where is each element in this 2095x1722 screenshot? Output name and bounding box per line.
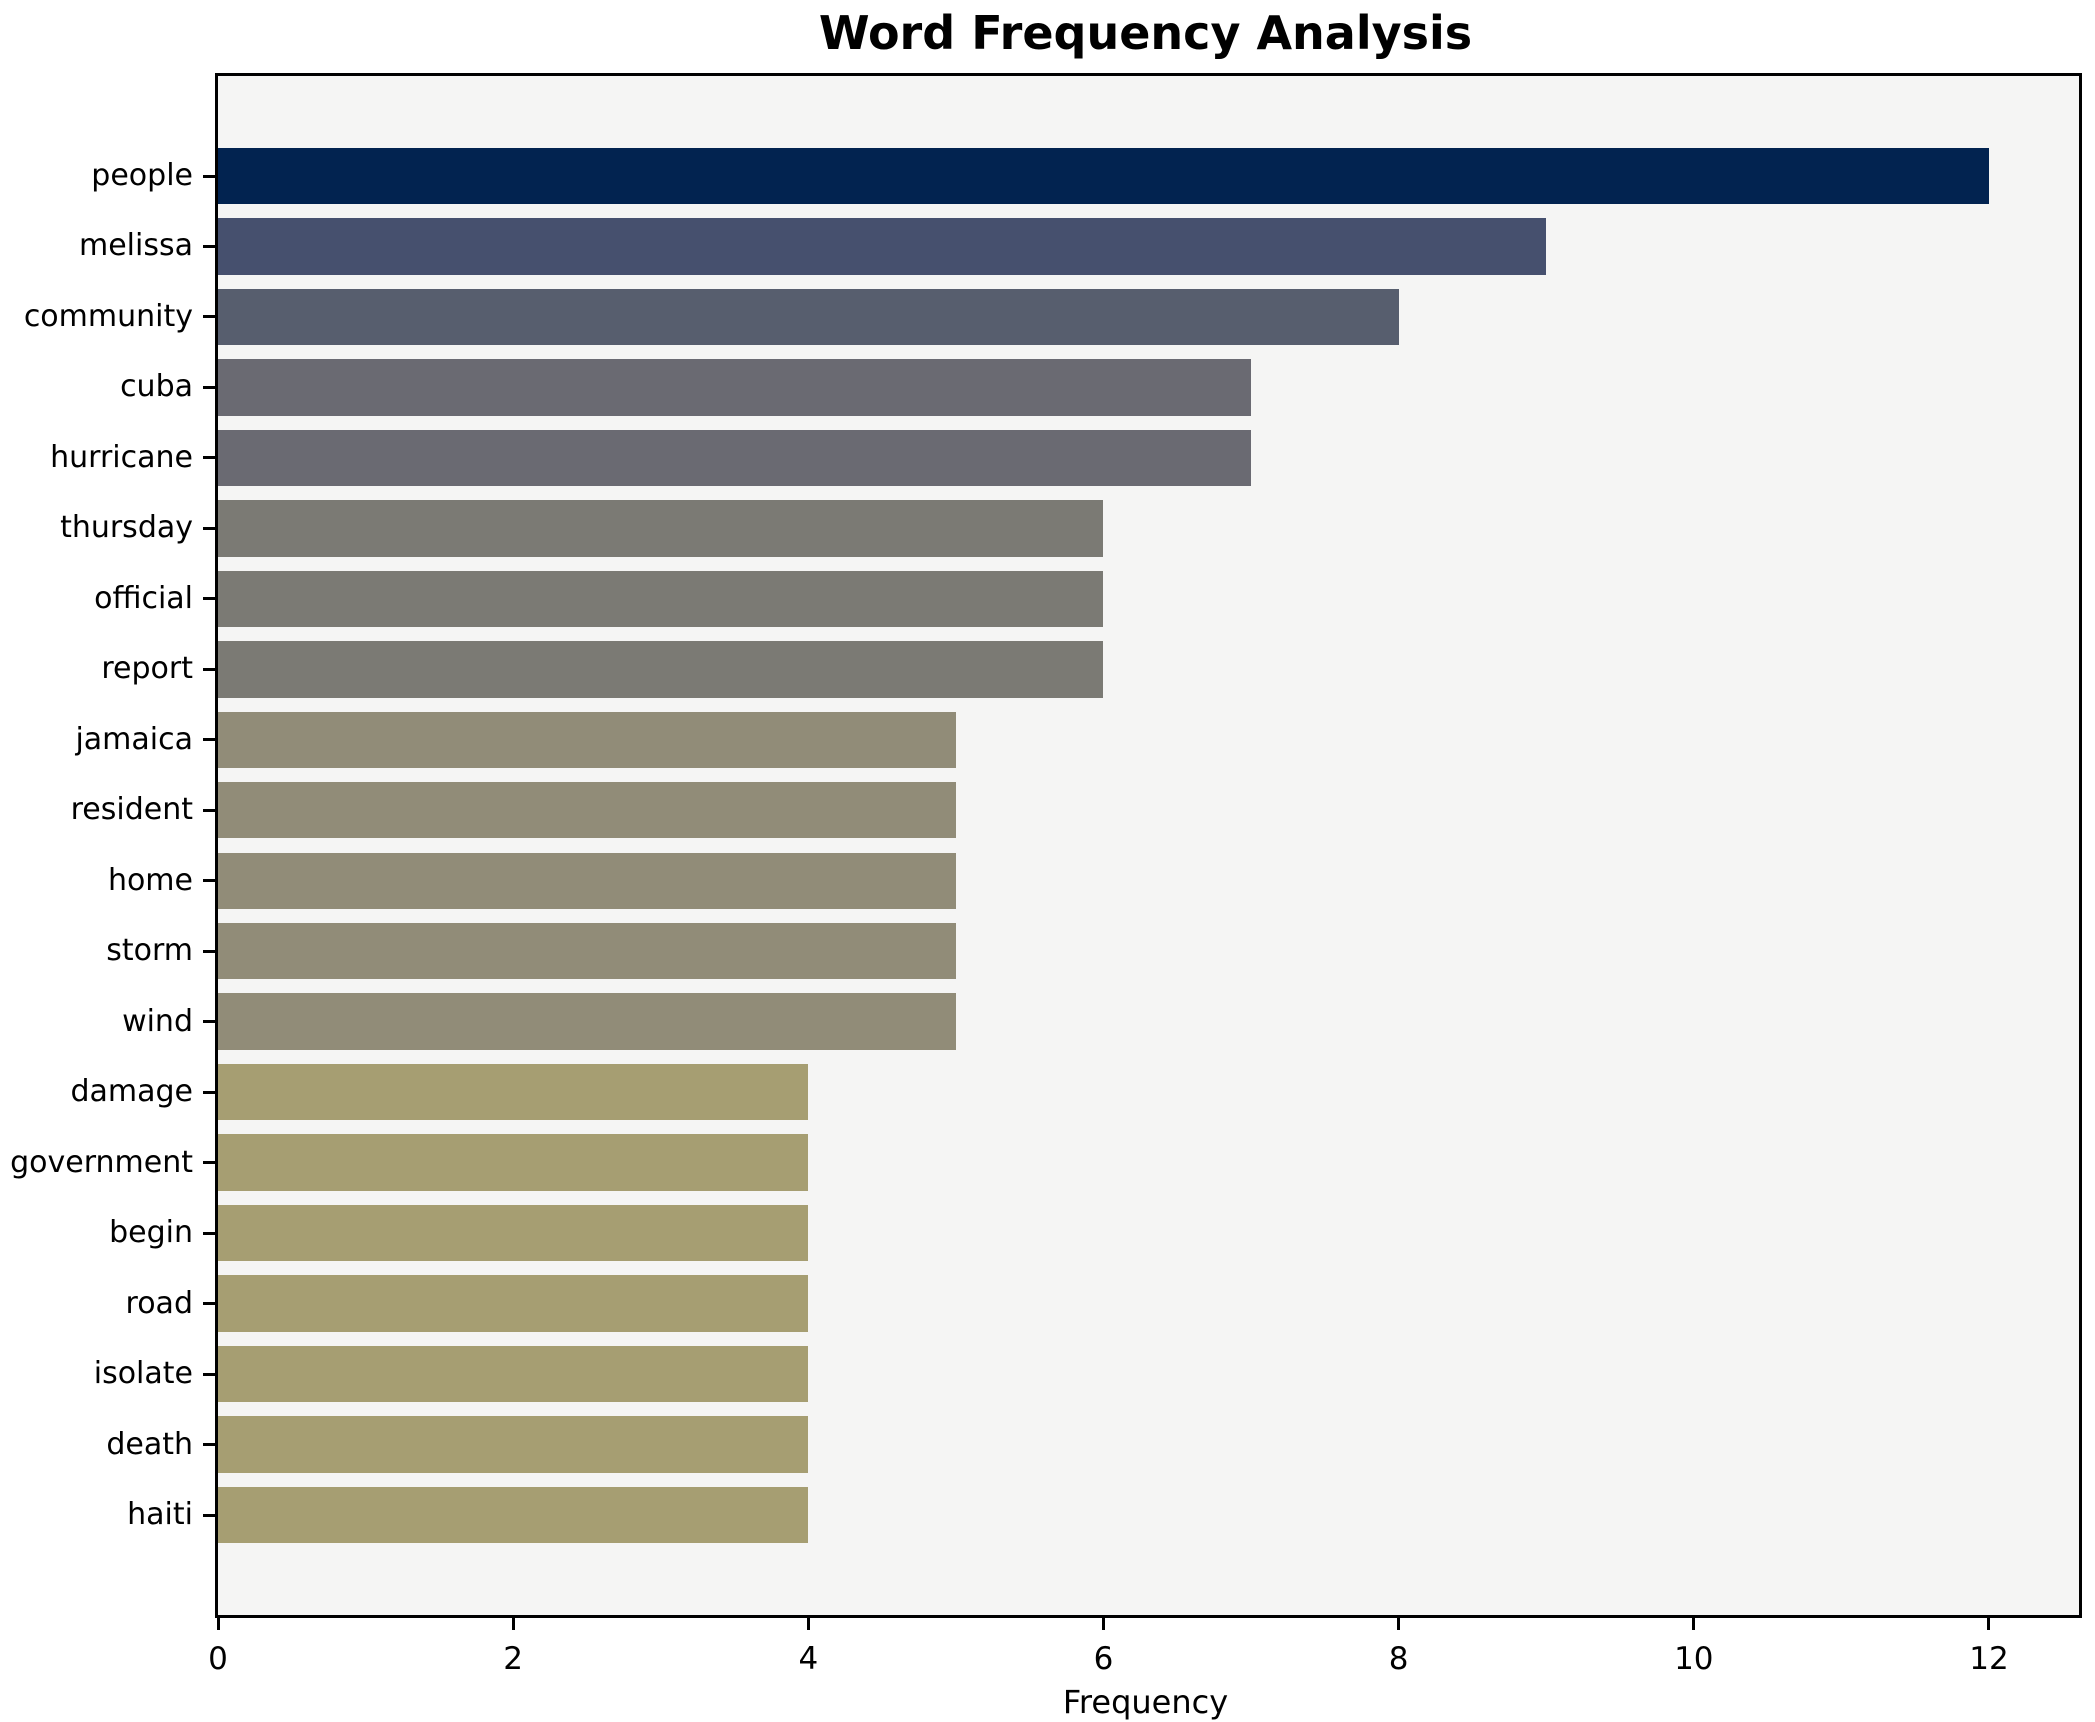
y-tick-mark xyxy=(203,879,215,883)
y-tick-label-government: government xyxy=(10,1144,193,1180)
x-tick-mark xyxy=(1987,1618,1991,1630)
bar-storm xyxy=(218,923,956,980)
y-tick-label-damage: damage xyxy=(70,1074,193,1110)
bar-people xyxy=(218,147,1989,205)
y-tick-mark xyxy=(203,385,215,389)
y-tick-mark xyxy=(203,1020,215,1024)
y-tick-label-thursday: thursday xyxy=(60,510,193,546)
y-tick-mark xyxy=(203,949,215,953)
bar-hurricane xyxy=(218,429,1252,487)
y-tick-label-death: death xyxy=(106,1426,193,1462)
bar-haiti xyxy=(218,1486,809,1544)
bar-wind xyxy=(218,993,956,1050)
y-tick-label-begin: begin xyxy=(109,1215,193,1251)
x-tick-label-12: 12 xyxy=(1969,1641,2009,1677)
bar-cuba xyxy=(218,359,1252,416)
bar-report xyxy=(218,641,1104,698)
x-tick-label-6: 6 xyxy=(1093,1641,1114,1677)
x-tick-mark xyxy=(806,1618,810,1630)
y-tick-mark xyxy=(203,1302,215,1306)
y-tick-mark xyxy=(203,1161,215,1165)
y-tick-label-wind: wind xyxy=(122,1003,193,1039)
x-tick-label-0: 0 xyxy=(208,1641,228,1677)
y-tick-label-road: road xyxy=(125,1285,193,1321)
bar-isolate xyxy=(218,1345,809,1403)
x-tick-mark xyxy=(1397,1618,1401,1630)
y-tick-label-report: report xyxy=(101,651,193,687)
bar-thursday xyxy=(218,500,1104,557)
x-tick-mark xyxy=(216,1618,220,1630)
y-tick-mark xyxy=(203,456,215,460)
y-tick-mark xyxy=(203,244,215,248)
y-tick-mark xyxy=(203,315,215,319)
y-tick-mark xyxy=(203,597,215,601)
y-tick-label-storm: storm xyxy=(106,933,193,969)
y-tick-label-hurricane: hurricane xyxy=(50,439,193,475)
x-tick-label-2: 2 xyxy=(503,1641,524,1677)
bar-damage xyxy=(218,1063,809,1121)
y-tick-label-home: home xyxy=(107,862,193,898)
x-tick-label-10: 10 xyxy=(1674,1641,1714,1677)
x-tick-mark xyxy=(1692,1618,1696,1630)
bar-begin xyxy=(218,1204,809,1262)
plot-area xyxy=(215,73,2082,1618)
y-tick-label-isolate: isolate xyxy=(93,1356,193,1392)
y-tick-mark xyxy=(203,1443,215,1447)
x-tick-label-4: 4 xyxy=(798,1641,819,1677)
bar-home xyxy=(218,852,956,909)
bar-government xyxy=(218,1134,809,1191)
y-tick-label-haiti: haiti xyxy=(127,1497,193,1532)
y-tick-mark xyxy=(203,1090,215,1094)
y-tick-label-jamaica: jamaica xyxy=(75,721,193,757)
bar-official xyxy=(218,570,1104,628)
y-tick-label-cuba: cuba xyxy=(120,369,193,405)
y-tick-mark xyxy=(203,526,215,530)
y-tick-mark xyxy=(203,667,215,671)
y-tick-label-resident: resident xyxy=(70,792,193,828)
y-tick-mark xyxy=(203,1231,215,1235)
bar-resident xyxy=(218,782,956,839)
y-tick-mark xyxy=(203,1372,215,1376)
x-tick-mark xyxy=(1101,1618,1105,1630)
y-tick-mark xyxy=(203,808,215,812)
bar-community xyxy=(218,288,1399,346)
y-tick-label-community: community xyxy=(23,298,193,334)
y-tick-label-people: people xyxy=(91,158,193,193)
y-tick-label-official: official xyxy=(94,580,193,616)
y-tick-mark xyxy=(203,1513,215,1517)
y-tick-mark xyxy=(203,738,215,742)
bar-melissa xyxy=(218,218,1547,275)
y-tick-label-melissa: melissa xyxy=(79,228,193,264)
bar-jamaica xyxy=(218,711,956,768)
chart-title: Word Frequency Analysis xyxy=(818,6,1473,60)
bar-road xyxy=(218,1275,809,1332)
bar-death xyxy=(218,1416,809,1473)
x-tick-label-8: 8 xyxy=(1388,1641,1409,1677)
y-tick-mark xyxy=(203,174,215,178)
x-tick-mark xyxy=(511,1618,515,1630)
x-axis-title: Frequency xyxy=(1062,1683,1229,1721)
